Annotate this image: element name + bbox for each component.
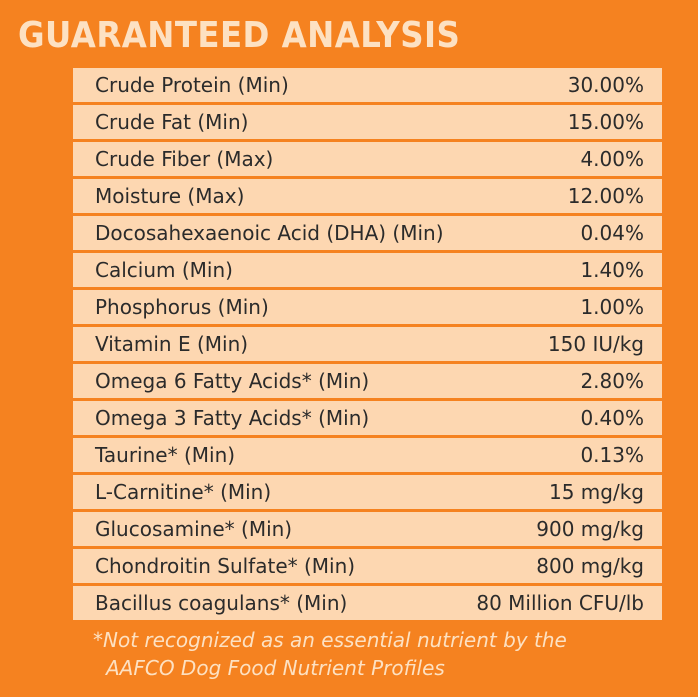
nutrient-value: 800 mg/kg (536, 554, 644, 578)
table-row: Omega 3 Fatty Acids* (Min) 0.40% (73, 401, 662, 435)
nutrient-name: Vitamin E (Min) (95, 332, 249, 356)
table-row: Calcium (Min) 1.40% (73, 253, 662, 287)
nutrient-value: 0.40% (580, 406, 644, 430)
table-row: Crude Fat (Min) 15.00% (73, 105, 662, 139)
nutrient-value: 900 mg/kg (536, 517, 644, 541)
nutrient-name: Phosphorus (Min) (95, 295, 269, 319)
nutrient-name: Bacillus coagulans* (Min) (95, 591, 348, 615)
nutrient-name: Chondroitin Sulfate* (Min) (95, 554, 356, 578)
nutrient-value: 2.80% (580, 369, 644, 393)
table-row: Bacillus coagulans* (Min) 80 Million CFU… (73, 586, 662, 620)
nutrient-value: 1.00% (580, 295, 644, 319)
nutrient-name: Omega 3 Fatty Acids* (Min) (95, 406, 370, 430)
guaranteed-analysis-table: Crude Protein (Min) 30.00% Crude Fat (Mi… (73, 68, 662, 623)
nutrient-value: 4.00% (580, 147, 644, 171)
nutrient-name: Omega 6 Fatty Acids* (Min) (95, 369, 370, 393)
nutrient-value: 0.04% (580, 221, 644, 245)
footnote: *Not recognized as an essential nutrient… (93, 626, 673, 682)
table-row: Moisture (Max) 12.00% (73, 179, 662, 213)
nutrient-name: Crude Fat (Min) (95, 110, 249, 134)
table-row: Chondroitin Sulfate* (Min) 800 mg/kg (73, 549, 662, 583)
table-row: Vitamin E (Min) 150 IU/kg (73, 327, 662, 361)
table-row: Omega 6 Fatty Acids* (Min) 2.80% (73, 364, 662, 398)
nutrient-value: 30.00% (567, 73, 644, 97)
table-row: L-Carnitine* (Min) 15 mg/kg (73, 475, 662, 509)
nutrient-value: 80 Million CFU/lb (476, 591, 644, 615)
table-row: Crude Fiber (Max) 4.00% (73, 142, 662, 176)
table-row: Phosphorus (Min) 1.00% (73, 290, 662, 324)
footnote-line-2: AAFCO Dog Food Nutrient Profiles (106, 656, 445, 680)
nutrient-value: 12.00% (567, 184, 644, 208)
table-row: Glucosamine* (Min) 900 mg/kg (73, 512, 662, 546)
nutrient-value: 15.00% (567, 110, 644, 134)
nutrient-name: L-Carnitine* (Min) (95, 480, 272, 504)
footnote-line-1: *Not recognized as an essential nutrient… (93, 628, 567, 652)
nutrient-name: Glucosamine* (Min) (95, 517, 293, 541)
nutrient-name: Taurine* (Min) (95, 443, 236, 467)
nutrient-value: 0.13% (580, 443, 644, 467)
table-row: Taurine* (Min) 0.13% (73, 438, 662, 472)
table-row: Docosahexaenoic Acid (DHA) (Min) 0.04% (73, 216, 662, 250)
table-row: Crude Protein (Min) 30.00% (73, 68, 662, 102)
nutrient-name: Moisture (Max) (95, 184, 245, 208)
nutrient-value: 15 mg/kg (549, 480, 644, 504)
nutrient-value: 150 IU/kg (547, 332, 644, 356)
nutrient-name: Docosahexaenoic Acid (DHA) (Min) (95, 221, 444, 245)
nutrient-value: 1.40% (580, 258, 644, 282)
page-title: GUARANTEED ANALYSIS (18, 15, 461, 56)
nutrient-name: Crude Protein (Min) (95, 73, 289, 97)
nutrient-name: Calcium (Min) (95, 258, 233, 282)
nutrient-name: Crude Fiber (Max) (95, 147, 274, 171)
